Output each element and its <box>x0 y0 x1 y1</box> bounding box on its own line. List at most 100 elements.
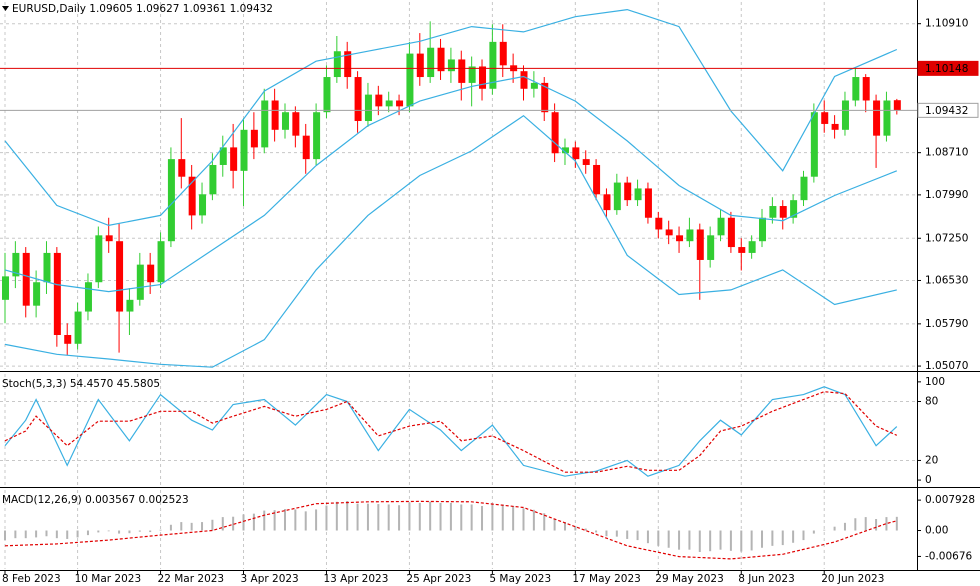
y-tick-label: -0.00676 <box>925 550 973 562</box>
candle-body <box>893 100 901 111</box>
bollinger-band <box>4 8 898 227</box>
macd-bar <box>854 518 857 531</box>
macd-bar <box>678 530 681 550</box>
candle-body <box>33 282 41 306</box>
macd-bar <box>86 530 89 536</box>
candle-body <box>147 264 155 283</box>
macd-bar <box>864 517 867 531</box>
candle-body <box>136 264 144 300</box>
candle-body <box>250 129 258 148</box>
candle-body <box>375 94 383 107</box>
macd-bar <box>563 522 566 531</box>
candle-body <box>116 241 124 312</box>
macd-bar <box>646 530 649 544</box>
candle-body <box>126 299 134 312</box>
x-tick-label: 25 Apr 2023 <box>406 573 471 585</box>
macd-bar <box>698 530 701 552</box>
macd-bar <box>781 530 784 546</box>
candle-body <box>95 235 103 283</box>
macd-bar <box>833 526 836 531</box>
candle-body <box>696 229 704 260</box>
candle-body <box>385 100 393 107</box>
macd-bar <box>574 525 577 531</box>
x-tick-label: 8 Jun 2023 <box>738 573 794 585</box>
candle-body <box>727 217 735 248</box>
macd-bar <box>190 522 193 531</box>
candle-body <box>157 241 165 283</box>
candle-body <box>199 194 207 216</box>
candle-body <box>396 100 404 107</box>
x-tick-label: 3 Apr 2023 <box>241 573 299 585</box>
candle-body <box>22 252 30 306</box>
candle-body <box>74 311 82 344</box>
candle-body <box>427 47 435 78</box>
candle-body <box>759 217 767 242</box>
macd-bar <box>408 502 411 531</box>
candle-body <box>281 112 289 130</box>
candle-body <box>240 129 248 171</box>
candle-body <box>458 59 466 83</box>
macd-signal <box>4 500 897 560</box>
candle-body <box>883 100 891 136</box>
y-tick-label: 20 <box>925 454 938 466</box>
macd-bar <box>201 522 204 531</box>
macd-bar <box>107 530 110 532</box>
macd-bar <box>335 501 338 531</box>
candle-body <box>810 112 818 177</box>
macd-bar <box>315 509 318 531</box>
candle-body <box>717 217 725 236</box>
macd-bar <box>263 510 266 531</box>
macd-bar <box>719 530 722 550</box>
macd-bar <box>584 528 587 531</box>
stoch-line <box>4 386 898 477</box>
macd-bar <box>325 505 328 531</box>
macd-bar <box>66 530 69 539</box>
candle-body <box>105 235 113 242</box>
candle-body <box>364 94 372 122</box>
macd-bar <box>875 519 878 531</box>
price-tag-label: 1.10148 <box>925 63 968 75</box>
candle-body <box>800 176 808 201</box>
candle-body <box>551 112 559 154</box>
macd-bar <box>522 508 525 531</box>
candle-body <box>665 229 673 236</box>
y-tick-label: 1.10910 <box>925 18 968 30</box>
candle-body <box>406 53 414 107</box>
candle-body <box>561 147 569 154</box>
candle-body <box>2 276 9 300</box>
macd-bar <box>159 529 162 531</box>
macd-bar <box>24 530 27 539</box>
macd-bar <box>709 530 712 552</box>
x-tick-label: 22 Mar 2023 <box>158 573 225 585</box>
macd-bar <box>76 530 79 538</box>
candle-body <box>644 188 652 218</box>
macd-bar <box>232 516 235 531</box>
macd-bar <box>211 519 214 531</box>
candle-body <box>499 41 507 66</box>
macd-bar <box>346 501 349 531</box>
macd-bar <box>356 503 359 531</box>
macd-bar <box>449 502 452 531</box>
macd-bar <box>595 530 598 533</box>
candle-body <box>479 66 487 89</box>
macd-bar <box>118 530 121 534</box>
macd-bar <box>4 530 6 541</box>
macd-bar <box>761 530 764 548</box>
candle-body <box>219 147 227 165</box>
candle-body <box>624 182 632 201</box>
candle-body <box>437 47 445 72</box>
candle-body <box>167 159 175 242</box>
macd-bar <box>377 504 380 531</box>
candle-body <box>53 252 61 335</box>
macd-bar <box>304 511 307 531</box>
candle-body <box>323 77 331 113</box>
y-tick-label: 80 <box>925 396 938 408</box>
macd-bar <box>283 509 286 531</box>
candle-body <box>603 194 611 211</box>
candle-body <box>686 229 694 242</box>
candle-body <box>12 252 20 277</box>
symbol-menu-arrow[interactable] <box>2 6 9 11</box>
candle-body <box>43 252 51 283</box>
macd-bar <box>605 530 608 537</box>
